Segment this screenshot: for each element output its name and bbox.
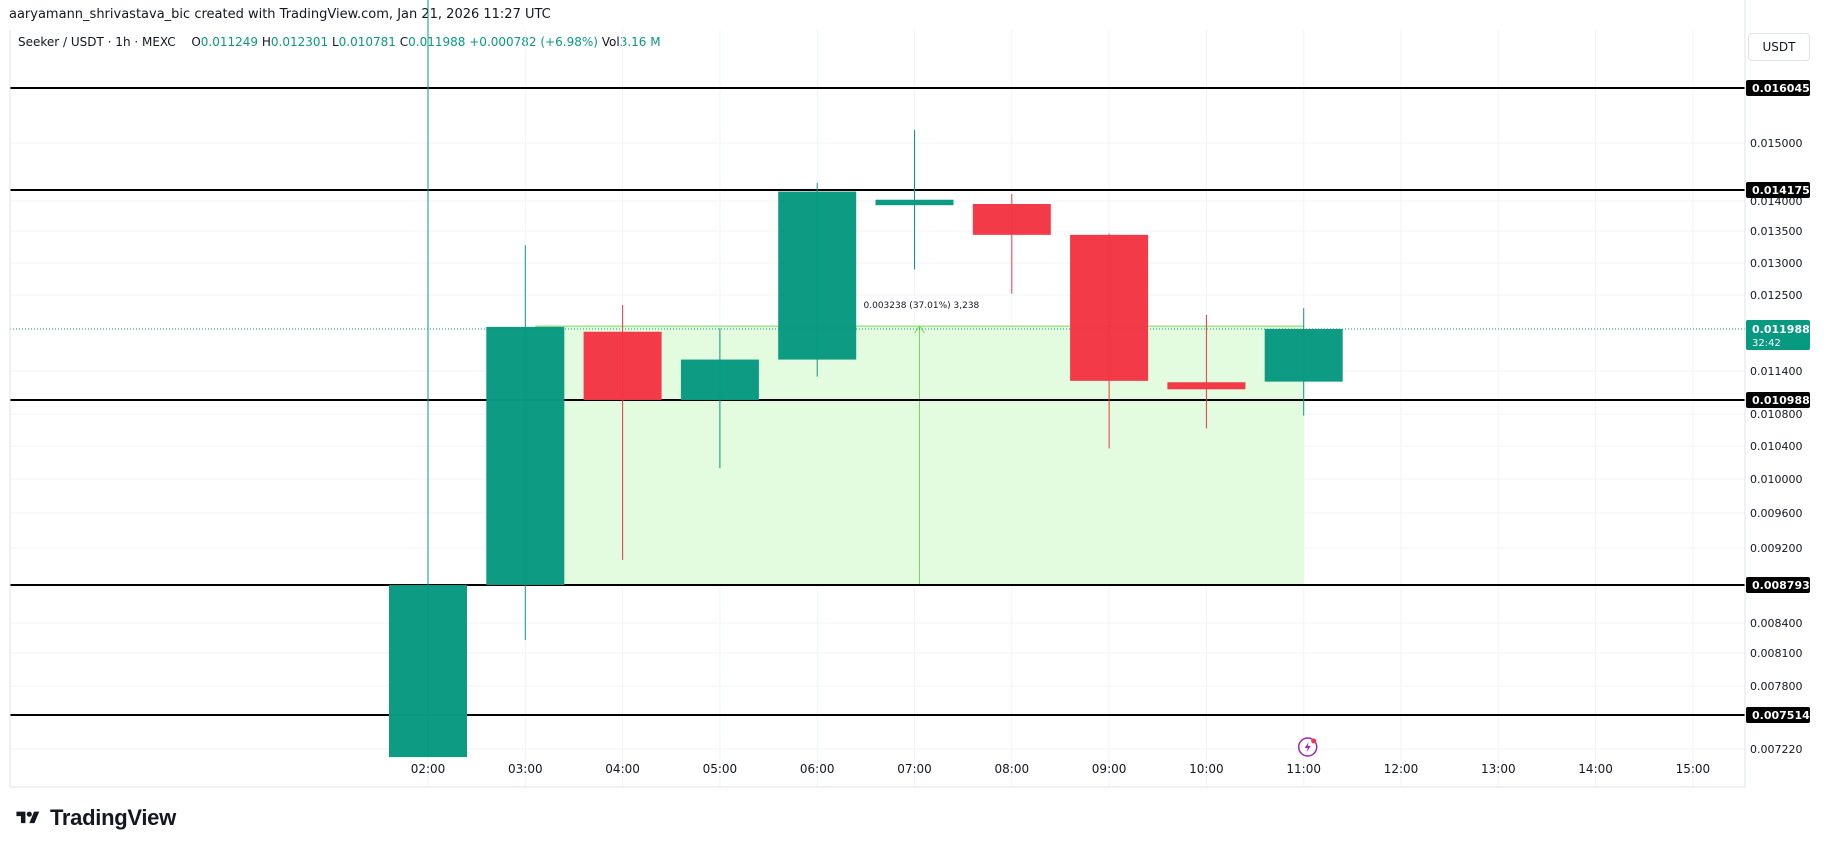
price-tick-label: 0.007220 [1750,743,1803,756]
price-tick-label: 0.010400 [1750,440,1803,453]
candle-body [486,326,565,585]
time-tick-label: 03:00 [508,762,543,776]
symbol-name[interactable]: Seeker / USDT · 1h · MEXC [18,35,176,49]
price-tick-label: 0.015000 [1750,137,1803,150]
candle-06:00 [778,182,857,377]
time-tick-label: 09:00 [1092,762,1127,776]
level-label: 0.007514 [1752,709,1810,722]
time-tick-label: 12:00 [1384,762,1419,776]
measure-tool: 0.003238 (37.01%) 3,238 [535,301,1304,586]
price-tick-label: 0.010000 [1750,473,1803,486]
price-tick-label: 0.013000 [1750,257,1803,270]
time-tick-label: 04:00 [605,762,640,776]
volume-label: Vol [601,35,620,49]
time-tick-label: 11:00 [1286,762,1321,776]
candle-10:00 [1167,314,1246,429]
currency-button[interactable]: USDT [1748,33,1810,61]
brand-name: TradingView [50,805,176,830]
candle-04:00 [583,304,662,560]
price-tick-label: 0.008100 [1750,647,1803,660]
open-value: 0.011249 [200,35,259,49]
close-label: C [399,35,409,49]
level-label-bg [1746,707,1810,723]
low-label: L [331,35,339,49]
level-label: 0.016045 [1752,82,1810,95]
current-price-label-bg [1746,320,1810,350]
measure-arrow-head [914,325,925,334]
time-tick-label: 10:00 [1189,762,1224,776]
level-label: 0.014175 [1752,184,1810,197]
price-tick-label: 0.009200 [1750,542,1803,555]
level-label-bg [1746,392,1810,408]
axes: 0.015000 0.014000 0.013500 0.013000 0.012500… [9,0,1810,788]
candle-body [972,204,1051,235]
price-tick-label: 0.009600 [1750,507,1803,520]
tradingview-logo-icon [16,811,40,824]
chart-credit: aaryamann_shrivastava_bic created with T… [9,7,551,22]
price-tick-label: 0.014000 [1750,195,1803,208]
time-tick-label: 02:00 [411,762,446,776]
candle-07:00 [875,129,954,270]
candle-body [1070,234,1149,381]
level-label: 0.008793 [1752,579,1810,592]
time-tick-label: 13:00 [1481,762,1516,776]
price-tick-label: 0.011400 [1750,365,1803,378]
time-tick-label: 14:00 [1578,762,1613,776]
price-chart[interactable]: 0.003238 (37.01%) 3,238 0.015000 0.014000… [0,0,1825,800]
brand[interactable]: TradingView [10,805,176,830]
candle-body [389,585,467,758]
lightning-icon [1304,742,1311,752]
time-tick-label: 08:00 [995,762,1030,776]
close-value: 0.011988 [408,35,466,49]
flash-event-icon [1297,737,1318,757]
open-label: O [191,35,201,49]
candle-body [680,359,759,400]
candle-09:00 [1070,233,1149,449]
chart-extras [1297,737,1318,757]
candle-02:00 [389,0,467,758]
level-label-bg [1746,577,1810,593]
candle-03:00 [486,245,565,640]
candle-08:00 [972,194,1051,294]
candle-11:00 [1264,308,1343,416]
candle-body [778,191,857,360]
symbol-ohlc-bar: Seeker / USDT · 1h · MEXC O0.011249 H0.0… [18,35,661,49]
level-lines [10,87,1745,716]
countdown-label: 32:42 [1752,338,1781,349]
price-tick-label: 0.013500 [1750,225,1803,238]
candle-body [1264,329,1343,382]
price-tick-label: 0.010800 [1750,408,1803,421]
current-price-label: 0.011988 [1752,323,1810,336]
time-tick-label: 15:00 [1676,762,1711,776]
level-label: 0.010988 [1752,394,1810,407]
high-label: H [261,35,271,49]
measure-label: 0.003238 (37.01%) 3,238 [864,301,980,311]
candle-body [583,331,662,400]
candles [389,0,1343,758]
level-label-bg [1746,80,1810,96]
time-tick-label: 06:00 [800,762,835,776]
time-tick-label: 07:00 [897,762,932,776]
price-tick-label: 0.008400 [1750,617,1803,630]
time-tick-label: 05:00 [703,762,738,776]
high-value: 0.012301 [270,35,329,49]
candle-body [875,199,954,206]
change-value: +0.000782 (+6.98%) [469,35,598,49]
level-label-bg [1746,182,1810,198]
candle-body [1167,382,1246,390]
low-value: 0.010781 [338,35,396,49]
candle-05:00 [680,328,759,469]
notification-dot [1311,738,1317,744]
price-tick-label: 0.007800 [1750,680,1803,693]
volume-value: 3.16 M [619,35,661,49]
price-tick-label: 0.012500 [1750,289,1803,302]
